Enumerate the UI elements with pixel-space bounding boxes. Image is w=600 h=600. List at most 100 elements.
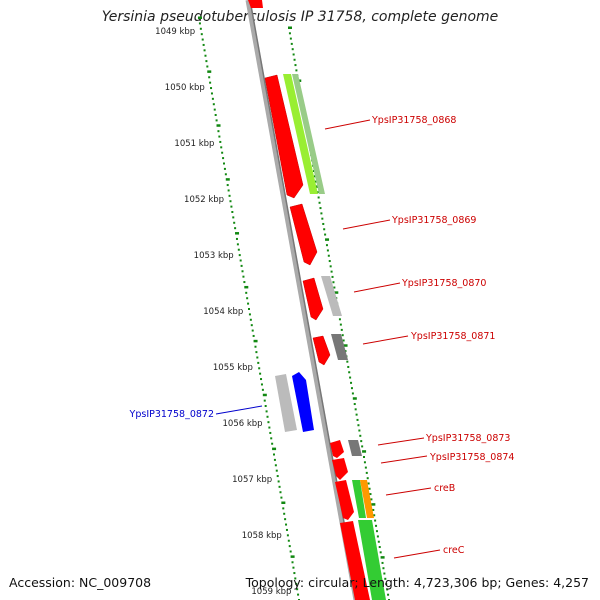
- left-ruler-tick: [267, 421, 270, 424]
- right-ruler-tick: [333, 286, 336, 289]
- left-ruler-tick: [256, 356, 259, 359]
- left-ruler-tick: [268, 426, 271, 429]
- gene-label-0868[interactable]: YpsIP31758_0868: [371, 115, 456, 126]
- right-ruler-tick: [292, 53, 295, 56]
- left-ruler-tick: [201, 38, 204, 41]
- right-ruler-tick: [352, 397, 357, 400]
- similarity-hit-0871[interactable]: [331, 334, 348, 360]
- left-ruler-tick: [288, 545, 291, 548]
- cds-arrow-0874[interactable]: [332, 458, 348, 480]
- similarity-hit-creC[interactable]: [358, 520, 386, 600]
- left-ruler-tick: [247, 302, 250, 305]
- left-ruler-tick: [227, 189, 230, 192]
- left-ruler-tick: [236, 243, 239, 246]
- right-ruler-tick: [367, 482, 370, 485]
- right-ruler-tick: [365, 471, 368, 474]
- cds-arrow-top-partial[interactable]: [248, 0, 263, 8]
- left-ruler-tick: [220, 146, 223, 149]
- similarity-hit-0868-lightgreen[interactable]: [283, 74, 318, 194]
- right-ruler-tick: [327, 254, 330, 257]
- similarity-hit-0868-grey[interactable]: [292, 74, 325, 194]
- right-ruler-tick: [348, 371, 351, 374]
- left-ruler-tick: [228, 194, 231, 197]
- cds-arrow-creB[interactable]: [335, 480, 354, 520]
- left-ruler-tick: [297, 593, 300, 596]
- left-ruler-tick: [200, 33, 203, 36]
- similarity-hit-creB-green[interactable]: [352, 480, 366, 518]
- scale-tick-label: 1051 kbp: [174, 139, 214, 149]
- right-ruler-tick: [360, 440, 363, 443]
- left-ruler-tick: [221, 151, 224, 154]
- gene-label-0869[interactable]: YpsIP31758_0869: [391, 215, 476, 226]
- right-ruler-tick: [346, 360, 349, 363]
- right-ruler-tick: [373, 514, 376, 517]
- right-ruler-tick: [381, 561, 384, 564]
- genome-backbone: [245, 0, 359, 600]
- cds-arrow-0871[interactable]: [312, 335, 331, 366]
- scale-tick-label: 1053 kbp: [194, 251, 234, 261]
- cds-arrow-0868[interactable]: [264, 74, 304, 199]
- left-ruler-tick: [290, 555, 295, 558]
- scale-tick-label: 1055 kbp: [213, 363, 253, 373]
- gene-labels: YpsIP31758_0868 YpsIP31758_0869 YpsIP317…: [129, 115, 514, 559]
- right-ruler-tick: [317, 196, 320, 199]
- right-ruler-tick: [358, 429, 361, 432]
- gene-label-0873[interactable]: YpsIP31758_0873: [425, 433, 510, 444]
- left-ruler-tick: [232, 216, 235, 219]
- gene-label-0872[interactable]: YpsIP31758_0872: [129, 409, 214, 420]
- right-ruler-tick: [289, 37, 292, 40]
- right-ruler-tick: [350, 387, 353, 390]
- left-ruler-tick: [198, 16, 202, 19]
- left-ruler-tick: [203, 49, 206, 52]
- right-ruler-tick: [384, 577, 387, 580]
- left-ruler-tick: [293, 572, 296, 575]
- right-ruler-tick: [321, 217, 324, 220]
- gene-label-creC[interactable]: creC: [443, 545, 465, 556]
- gene-label-creB[interactable]: creB: [434, 483, 455, 494]
- right-ruler-tick: [347, 365, 350, 368]
- similarity-hit-0873[interactable]: [348, 440, 362, 456]
- right-ruler-tick: [320, 212, 323, 215]
- gene-label-0874[interactable]: YpsIP31758_0874: [429, 452, 514, 463]
- right-ruler-tick: [364, 466, 367, 469]
- right-ruler-tick: [343, 344, 348, 347]
- right-ruler-tick: [382, 567, 385, 570]
- cds-arrow-0870[interactable]: [302, 277, 324, 321]
- right-ruler-tick: [351, 392, 354, 395]
- left-ruler-tick: [285, 523, 288, 526]
- cds-arrow-0873[interactable]: [330, 440, 344, 458]
- similarity-hit-0872[interactable]: [275, 374, 297, 432]
- left-ruler-tick: [224, 173, 227, 176]
- left-ruler-tick: [234, 227, 237, 230]
- scale-tick-label: 1050 kbp: [165, 83, 205, 93]
- right-ruler-tick: [370, 498, 373, 501]
- cds-arrow-0869[interactable]: [289, 203, 318, 266]
- left-ruler-tick: [218, 135, 221, 138]
- scale-tick-labels: 1049 kbp 1050 kbp 1051 kbp 1052 kbp 1053 kbp…: [155, 27, 291, 597]
- right-ruler-tick: [319, 207, 322, 210]
- right-ruler-tick: [339, 323, 342, 326]
- right-ruler-tick: [323, 228, 326, 231]
- right-ruler-tick: [356, 418, 359, 421]
- similarity-hit-creB-orange[interactable]: [360, 480, 374, 518]
- right-ruler-tick: [363, 461, 366, 464]
- left-ruler-tick: [235, 237, 238, 240]
- right-ruler-tick: [326, 249, 329, 252]
- right-ruler-tick: [354, 408, 357, 411]
- left-ruler-tick: [238, 254, 241, 257]
- gene-label-0871[interactable]: YpsIP31758_0871: [410, 331, 495, 342]
- right-ruler-tick: [316, 191, 319, 194]
- left-ruler-tick: [226, 184, 229, 187]
- right-ruler-tick: [322, 222, 325, 225]
- left-ruler-tick: [269, 431, 272, 434]
- left-ruler-tick: [260, 378, 263, 381]
- right-ruler-tick: [325, 244, 328, 247]
- cds-arrow-creC[interactable]: [340, 521, 370, 600]
- left-ruler-tick: [222, 157, 225, 160]
- similarity-hit-0870[interactable]: [321, 276, 342, 316]
- left-ruler-tick: [295, 582, 298, 585]
- feature-track: [248, 0, 386, 600]
- cds-arrow-0872[interactable]: [292, 372, 314, 432]
- gene-label-0870[interactable]: YpsIP31758_0870: [401, 278, 486, 289]
- left-ruler-tick: [235, 232, 240, 235]
